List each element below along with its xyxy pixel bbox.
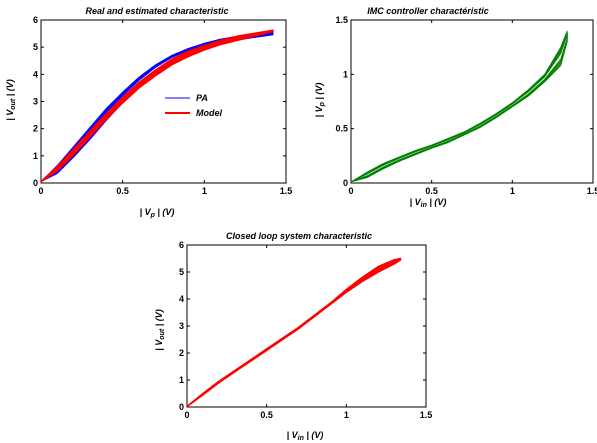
x-tick-label: 1 [344, 410, 349, 420]
y-tick-label: 5 [179, 267, 184, 277]
y-tick-label: 5 [33, 42, 38, 52]
x-tick-label: 1 [202, 186, 207, 196]
chart-title: Real and estimated characteristic [85, 6, 228, 16]
series-loop [350, 30, 568, 183]
legend-label-model: Model [196, 108, 222, 118]
plot-closed-loop: 0 0.5 1 1.5 0 1 2 3 4 5 6 Closed loop system chara… [154, 231, 432, 442]
y-axis-label: | Vp | (V) [314, 83, 326, 118]
y-tick-label: 2 [179, 348, 184, 358]
x-axis-label: | Vin | (V) [410, 197, 447, 209]
series-loop [40, 32, 274, 182]
legend-label-pa: PA [196, 93, 208, 103]
x-axis-label: | Vp | (V) [140, 207, 175, 219]
chart-title: Closed loop system characteristic [226, 231, 372, 241]
axes-frame [350, 19, 594, 184]
series-loop [350, 33, 568, 183]
series-band [40, 29, 274, 183]
plot-area: 0 0.5 1 1.5 0 1 2 3 4 5 6 [179, 240, 432, 420]
y-tick-label: 1.5 [335, 15, 348, 25]
y-tick-label: 4 [33, 69, 38, 79]
y-tick-label: 0.5 [335, 124, 348, 134]
series-loop [40, 31, 274, 182]
legend: PA Model [165, 93, 222, 118]
y-tick-label: 1 [33, 151, 38, 161]
plot-imc-controller: 0 0.5 1 1.5 0 0.5 1 1.5 IMC controller characté… [314, 6, 597, 209]
y-tick-label: 4 [179, 294, 184, 304]
x-tick-label: 1.5 [587, 186, 597, 196]
x-tick-label: 0 [38, 186, 43, 196]
series-loop [350, 33, 568, 183]
plot-area: 0 0.5 1 1.5 0 1 2 3 4 5 6 [33, 15, 292, 196]
y-tick-label: 1 [343, 69, 348, 79]
x-tick-label: 0 [184, 410, 189, 420]
x-tick-label: 0.5 [260, 410, 273, 420]
y-tick-label: 6 [179, 240, 184, 250]
y-tick-label: 0 [343, 178, 348, 188]
series-loop [40, 32, 274, 182]
x-tick-label: 0.5 [116, 186, 129, 196]
y-tick-label: 1 [179, 375, 184, 385]
y-axis-label: | Vout | (V) [5, 79, 17, 120]
y-axis-label: | Vout | (V) [154, 309, 166, 350]
x-tick-label: 1.5 [280, 186, 293, 196]
y-tick-label: 3 [179, 321, 184, 331]
plot-area: 0 0.5 1 1.5 0 0.5 1 1.5 [335, 15, 597, 196]
series-loop [40, 32, 274, 182]
y-tick-label: 6 [33, 15, 38, 25]
x-tick-label: 1 [510, 186, 515, 196]
x-tick-label: 0 [348, 186, 353, 196]
series-loop [350, 34, 568, 183]
y-tick-label: 0 [33, 178, 38, 188]
series-loop [350, 31, 568, 183]
series-loop [350, 32, 568, 183]
axes-frame [186, 244, 427, 408]
series-loop [40, 32, 274, 182]
plot-real-estimated: 0 0.5 1 1.5 0 1 2 3 4 5 6 Real and estimated chara… [5, 6, 292, 219]
y-tick-label: 0 [179, 402, 184, 412]
series-band [186, 257, 402, 408]
y-tick-label: 3 [33, 97, 38, 107]
chart-title: IMC controller charactéristic [367, 6, 489, 16]
x-axis-label: | Vin | (V) [287, 430, 324, 442]
x-tick-label: 1.5 [420, 410, 433, 420]
x-tick-label: 0.5 [425, 186, 438, 196]
y-tick-label: 2 [33, 124, 38, 134]
series-loop [40, 31, 274, 182]
axes-frame [40, 19, 287, 184]
